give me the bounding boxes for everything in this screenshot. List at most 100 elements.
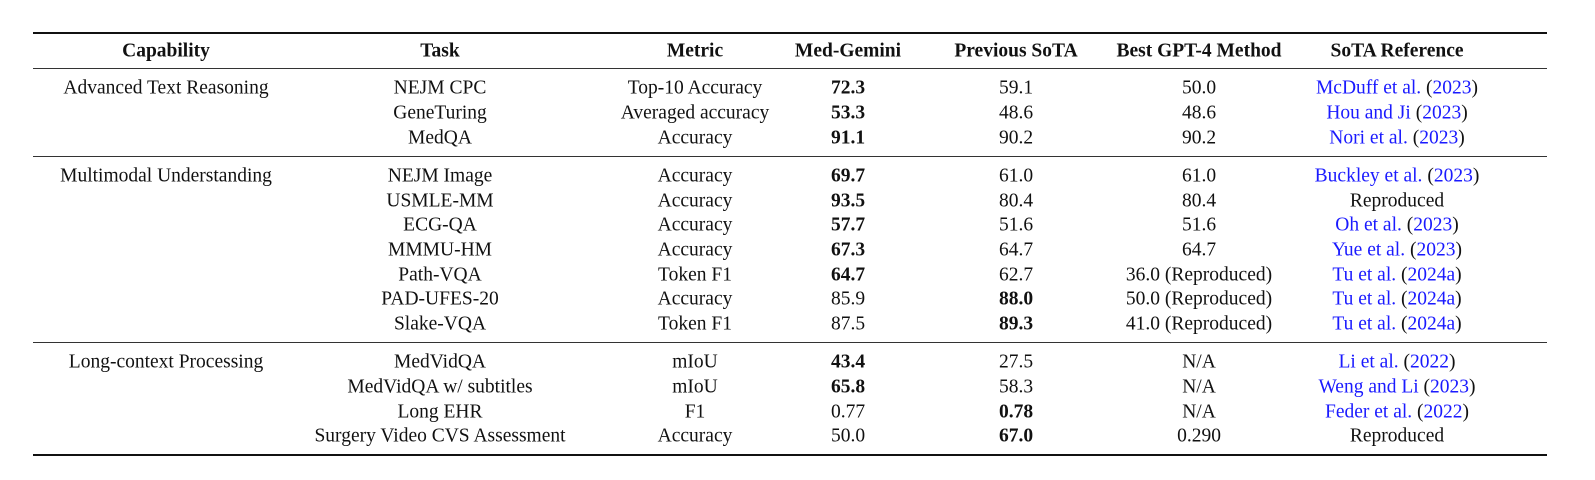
- best-gpt4-cell: 50.0 (Reproduced): [1125, 288, 1273, 310]
- previous-sota-cell: 0.78: [998, 400, 1034, 422]
- reference-link[interactable]: Feder et al.: [1324, 400, 1413, 422]
- previous-sota-cell: 58.3: [998, 376, 1034, 398]
- reference-cell: Oh et al. (2023): [1335, 214, 1459, 236]
- previous-sota-cell: 59.1: [998, 77, 1034, 99]
- best-gpt4-cell: 64.7: [1181, 239, 1217, 261]
- best-gpt4-cell: 51.6: [1181, 214, 1217, 236]
- table-row: Surgery Video CVS Assessment Accuracy 50.0…: [33, 424, 1547, 449]
- table-row: GeneTuring Averaged accuracy 53.3 48.6 48.6 H…: [33, 101, 1547, 126]
- reference-cell: Reproduced: [1350, 191, 1444, 211]
- metric-cell: Token F1: [658, 263, 732, 285]
- reference-link[interactable]: Tu et al.: [1332, 263, 1397, 285]
- previous-sota-cell: 51.6: [998, 214, 1034, 236]
- table-row: ECG-QA Accuracy 57.7 51.6 51.6 Oh et al. (202…: [33, 213, 1547, 238]
- metric-cell: Top-10 Accuracy: [627, 77, 763, 99]
- header-previous-sota: Previous SoTA: [954, 40, 1078, 62]
- table-group: Advanced Text Reasoning NEJM CPC Top-10 Ac…: [33, 69, 1547, 156]
- group-rule: [33, 341, 1547, 343]
- reference-year-link[interactable]: 2023: [1432, 77, 1472, 99]
- med-gemini-cell: 57.7: [830, 214, 866, 236]
- reference-link[interactable]: Nori et al.: [1329, 126, 1408, 148]
- capability-cell: Long-context Processing: [68, 351, 264, 373]
- med-gemini-cell: 85.9: [830, 288, 866, 310]
- reference-cell: Buckley et al. (2023): [1314, 165, 1480, 187]
- metric-cell: F1: [684, 400, 706, 422]
- reference-cell: Tu et al. (2024a): [1332, 313, 1462, 335]
- reference-link[interactable]: Yue et al.: [1332, 239, 1406, 261]
- reference-year-link[interactable]: 2023: [1422, 102, 1462, 124]
- reference-year-link[interactable]: 2023: [1433, 165, 1473, 187]
- task-cell: Long EHR: [397, 400, 483, 422]
- task-cell: MedVidQA: [394, 351, 486, 373]
- metric-cell: Averaged accuracy: [620, 102, 770, 124]
- med-gemini-cell: 67.3: [830, 239, 866, 261]
- reference-year-link[interactable]: 2024a: [1407, 288, 1456, 310]
- reference-year-link[interactable]: 2023: [1413, 214, 1453, 236]
- metric-cell: Token F1: [658, 313, 732, 335]
- task-cell: USMLE-MM: [386, 189, 494, 211]
- med-gemini-cell: 93.5: [830, 189, 866, 211]
- best-gpt4-cell: 36.0 (Reproduced): [1125, 263, 1273, 285]
- best-gpt4-cell: N/A: [1182, 351, 1216, 373]
- reference-link[interactable]: Tu et al.: [1332, 288, 1397, 310]
- metric-cell: mIoU: [672, 351, 718, 373]
- reference-text: Reproduced: [1349, 189, 1445, 211]
- bottom-rule: [33, 454, 1547, 457]
- metric-cell: Accuracy: [657, 126, 733, 148]
- med-gemini-cell: 50.0: [830, 425, 866, 447]
- med-gemini-cell: 87.5: [830, 313, 866, 335]
- reference-link[interactable]: McDuff et al.: [1315, 77, 1422, 99]
- reference-year-link[interactable]: 2024a: [1407, 313, 1456, 335]
- best-gpt4-cell: 0.290: [1177, 425, 1221, 447]
- previous-sota-cell: 62.7: [998, 263, 1034, 285]
- task-cell: MedQA: [408, 126, 472, 148]
- reference-year-link[interactable]: 2022: [1409, 351, 1449, 373]
- reference-link[interactable]: Weng and Li: [1318, 376, 1419, 398]
- reference-cell: Weng and Li (2023): [1318, 376, 1476, 398]
- med-gemini-cell: 43.4: [830, 351, 866, 373]
- table-group: Long-context Processing MedVidQA mIoU 43.4 2…: [33, 343, 1547, 454]
- med-gemini-cell: 53.3: [830, 102, 866, 124]
- header-metric: Metric: [666, 40, 724, 62]
- reference-link[interactable]: Tu et al.: [1332, 313, 1397, 335]
- task-cell: MMMU-HM: [387, 239, 493, 261]
- reference-link[interactable]: Oh et al.: [1335, 214, 1402, 236]
- previous-sota-cell: 27.5: [998, 351, 1034, 373]
- reference-year-link[interactable]: 2024a: [1407, 263, 1456, 285]
- metric-cell: Accuracy: [657, 288, 733, 310]
- results-table: Capability Task Metric Med-Gemini Previo…: [33, 32, 1547, 457]
- reference-year-link[interactable]: 2023: [1430, 376, 1470, 398]
- previous-sota-cell: 67.0: [998, 425, 1034, 447]
- table-row: MedVidQA w/ subtitles mIoU 65.8 58.3 N/A Weng…: [33, 375, 1547, 400]
- reference-link[interactable]: Hou and Ji: [1326, 102, 1411, 124]
- best-gpt4-cell: 80.4: [1181, 189, 1217, 211]
- best-gpt4-cell: 48.6: [1181, 102, 1217, 124]
- header-sota-reference: SoTA Reference: [1330, 40, 1464, 62]
- table-row: USMLE-MM Accuracy 93.5 80.4 80.4 Reproduced: [33, 188, 1547, 213]
- reference-year-link[interactable]: 2023: [1419, 126, 1459, 148]
- med-gemini-cell: 0.77: [830, 400, 866, 422]
- med-gemini-cell: 65.8: [830, 376, 866, 398]
- table-group: Multimodal Understanding NEJM Image Accura…: [33, 157, 1547, 342]
- reference-link[interactable]: Buckley et al.: [1314, 165, 1423, 187]
- best-gpt4-cell: 41.0 (Reproduced): [1125, 313, 1273, 335]
- group-rule: [33, 155, 1547, 157]
- reference-year-link[interactable]: 2023: [1416, 239, 1456, 261]
- task-cell: NEJM Image: [387, 165, 493, 187]
- reference-cell: Tu et al. (2024a): [1332, 288, 1462, 310]
- previous-sota-cell: 80.4: [998, 189, 1034, 211]
- med-gemini-cell: 72.3: [830, 77, 866, 99]
- reference-cell: Li et al. (2022): [1338, 351, 1456, 373]
- reference-year-link[interactable]: 2022: [1423, 400, 1463, 422]
- previous-sota-cell: 64.7: [998, 239, 1034, 261]
- table-row: Long-context Processing MedVidQA mIoU 43.4 2…: [33, 350, 1547, 375]
- top-rule: [33, 32, 1547, 34]
- reference-text: Reproduced: [1349, 425, 1445, 447]
- reference-link[interactable]: Li et al.: [1338, 351, 1399, 373]
- task-cell: Surgery Video CVS Assessment: [314, 425, 566, 447]
- metric-cell: Accuracy: [657, 189, 733, 211]
- table-row: Long EHR F1 0.77 0.78 N/A Feder et al. (2022): [33, 399, 1547, 424]
- header-best-gpt4: Best GPT-4 Method: [1116, 40, 1282, 62]
- header-task: Task: [420, 40, 460, 62]
- table-row: PAD-UFES-20 Accuracy 85.9 88.0 50.0 (Reprodu…: [33, 287, 1547, 312]
